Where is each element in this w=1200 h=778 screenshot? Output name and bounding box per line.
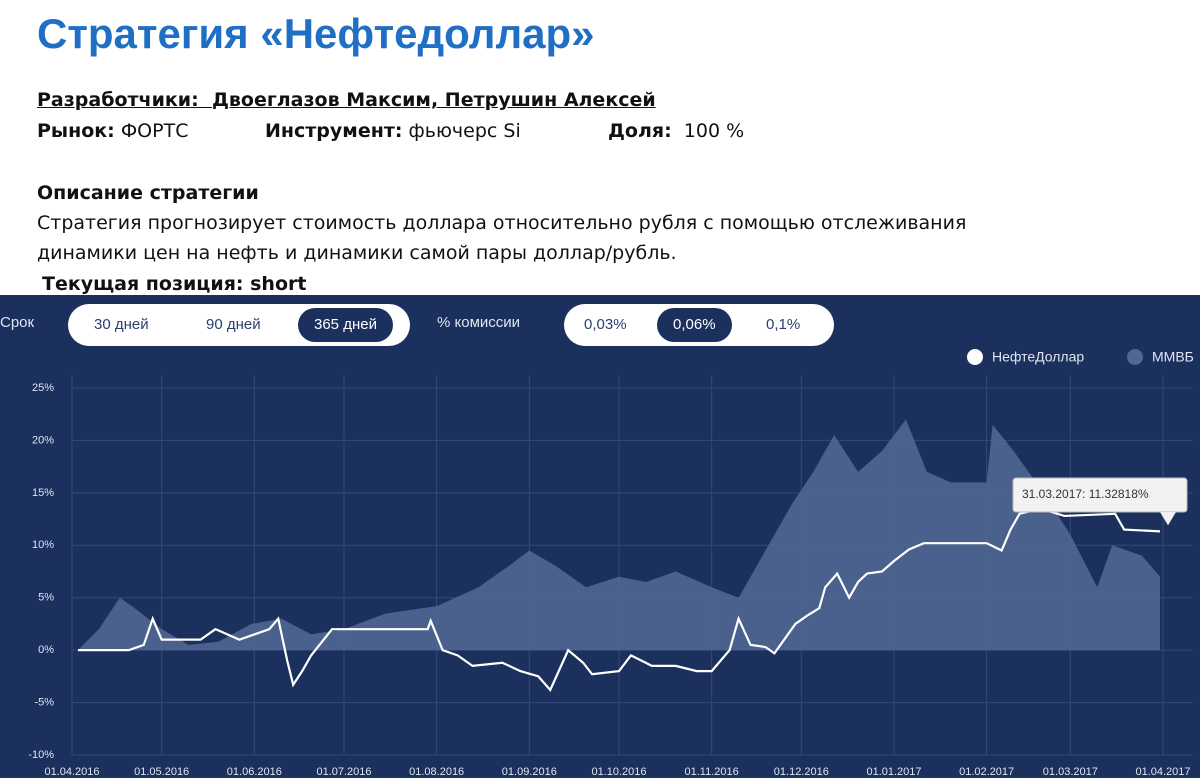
x-tick-label: 01.02.2017	[959, 766, 1014, 778]
commission-label: % комиссии	[437, 314, 521, 331]
commission-group: 0,03% 0,06% 0,1%	[564, 304, 834, 346]
period-label: Срок	[0, 314, 35, 331]
developers-line: Разработчики: Двоеглазов Максим, Петруши…	[37, 89, 656, 111]
x-tick-label: 01.03.2017	[1043, 766, 1098, 778]
x-tick-label: 01.09.2016	[502, 766, 557, 778]
x-tick-label: 01.04.2017	[1135, 766, 1190, 778]
developers: Двоеглазов Максим, Петрушин Алексей	[211, 89, 656, 111]
developers-label: Разработчики:	[37, 89, 199, 111]
title: Стратегия «Нефтедоллар»	[37, 10, 595, 57]
market: ФОРТС	[120, 120, 189, 142]
y-tick-label: -10%	[28, 749, 54, 761]
x-tick-label: 01.01.2017	[866, 766, 921, 778]
share-label: Доля:	[608, 120, 672, 142]
y-tick-label: 25%	[32, 382, 54, 394]
legend-marker	[967, 349, 983, 365]
legend-marker	[1127, 349, 1143, 365]
x-tick-label: 01.07.2016	[316, 766, 371, 778]
period-option[interactable]: 90 дней	[206, 316, 261, 333]
y-tick-label: -5%	[34, 696, 54, 708]
market-label: Рынок:	[37, 120, 115, 142]
x-tick-label: 01.12.2016	[774, 766, 829, 778]
y-tick-label: 15%	[32, 487, 54, 499]
period-option[interactable]: 30 дней	[94, 316, 149, 333]
tooltip-box	[1012, 477, 1188, 513]
description-line: динамики цен на нефть и динамики самой п…	[37, 242, 677, 264]
legend-label: ММВБ	[1152, 349, 1194, 365]
position: Текущая позиция: short	[42, 273, 307, 295]
period-option[interactable]: 365 дней	[298, 308, 393, 342]
description-title: Описание стратегии	[37, 182, 259, 204]
x-tick-label: 01.10.2016	[591, 766, 646, 778]
instrument: фьючерс Si	[408, 120, 521, 142]
y-tick-label: 0%	[38, 644, 54, 656]
y-tick-label: 10%	[32, 539, 54, 551]
x-tick-label: 01.11.2016	[685, 766, 739, 778]
share: 100 %	[683, 120, 745, 142]
area	[77, 419, 1161, 651]
line	[77, 507, 1161, 693]
legend-label: НефтеДоллар	[992, 349, 1084, 365]
commission-option[interactable]: 0,06%	[657, 308, 732, 342]
y-tick-label: 20%	[32, 434, 54, 446]
x-tick-label: 01.05.2016	[134, 766, 189, 778]
tooltip: 31.03.2017: 11.32818%	[1022, 487, 1149, 501]
y-tick-label: 5%	[38, 592, 54, 604]
x-tick-label: 01.06.2016	[227, 766, 282, 778]
x-tick-label: 01.04.2016	[44, 766, 99, 778]
instrument-label: Инструмент:	[265, 120, 403, 142]
commission-option[interactable]: 0,1%	[766, 316, 801, 333]
tooltip-pointer	[1160, 512, 1176, 526]
period-group: 30 дней 90 дней 365 дней	[68, 304, 410, 346]
description-line: Стратегия прогнозирует стоимость доллара…	[37, 212, 967, 234]
x-tick-label: 01.08.2016	[409, 766, 464, 778]
commission-option[interactable]: 0,03%	[584, 316, 627, 333]
